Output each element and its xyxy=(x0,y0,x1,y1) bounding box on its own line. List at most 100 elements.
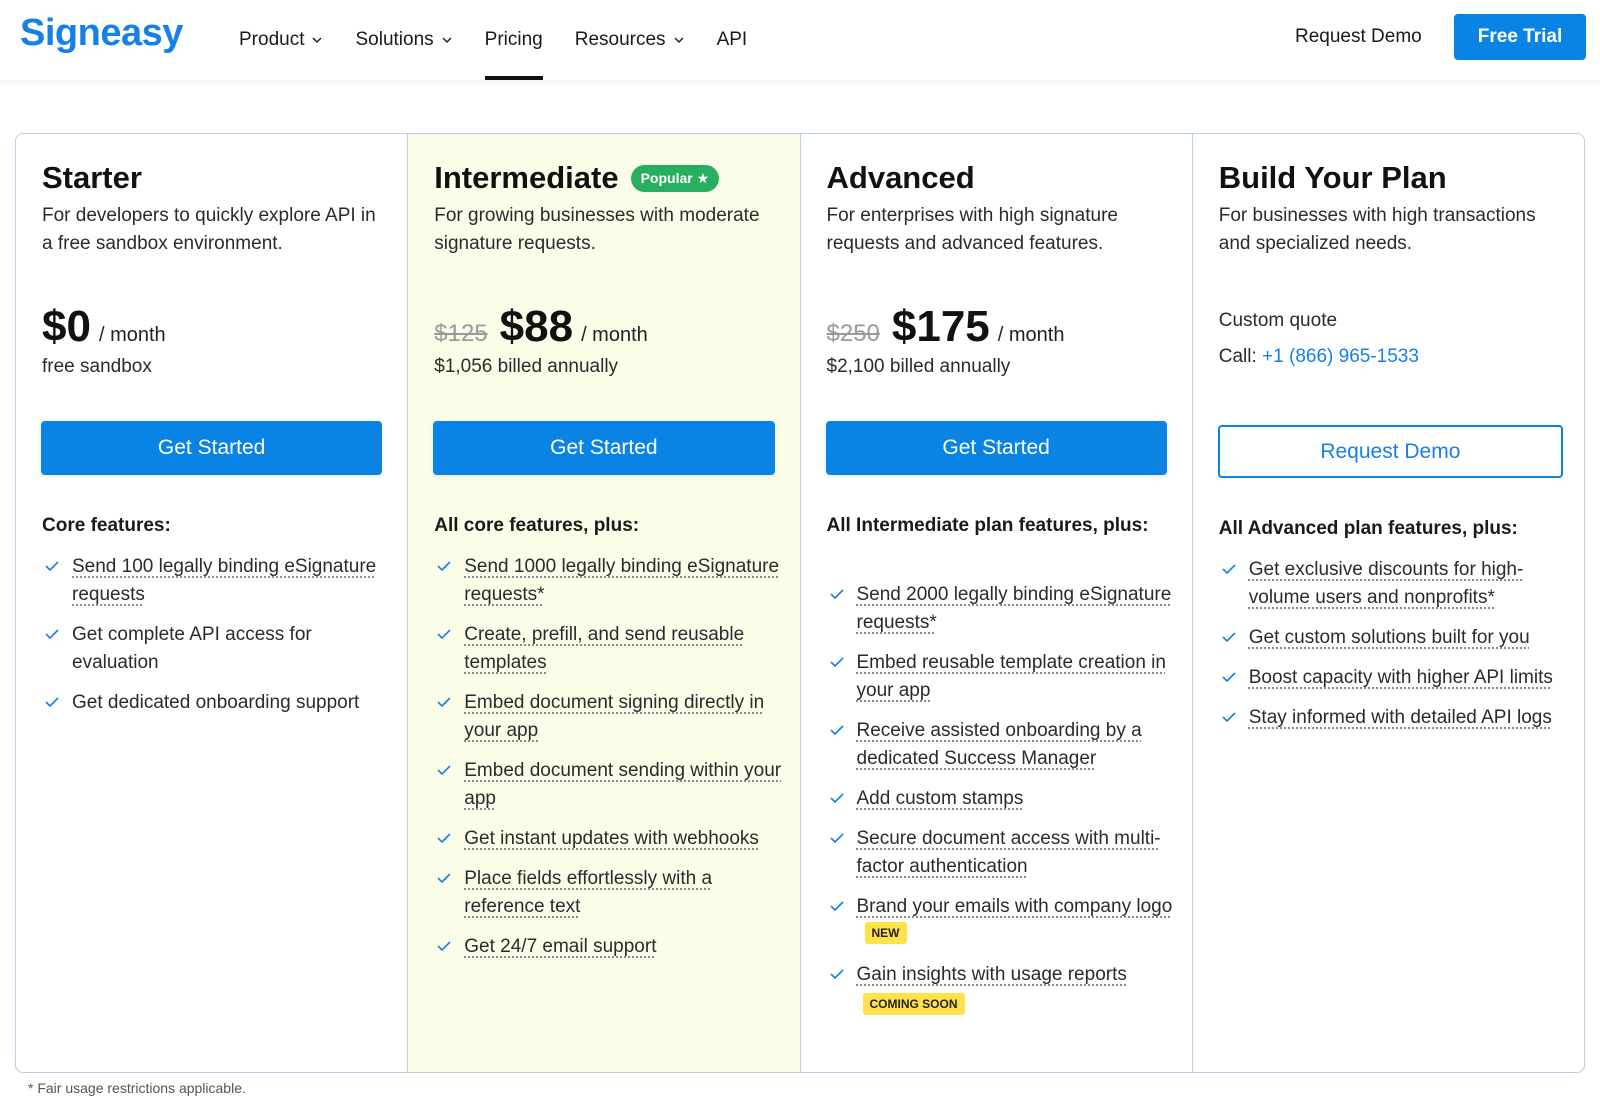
feature-item: Embed reusable template creation in your… xyxy=(827,649,1178,705)
price-row: $250 $175 / month xyxy=(827,302,1065,352)
billing-note: $2,100 billed annually xyxy=(826,356,1011,377)
feature-text[interactable]: Boost capacity with higher API limits xyxy=(1248,667,1553,688)
feature-text[interactable]: Embed reusable template creation in your… xyxy=(856,652,1166,701)
nav-api[interactable]: API xyxy=(717,0,748,80)
feature-text[interactable]: Get instant updates with webhooks xyxy=(464,828,759,849)
coming-soon-tag: COMING SOON xyxy=(862,993,965,1015)
checkmark-icon xyxy=(829,589,844,600)
feature-item: Receive assisted onboarding by a dedicat… xyxy=(827,717,1178,773)
popular-badge: Popular ★ xyxy=(630,164,720,192)
features-heading: Core features: xyxy=(42,515,171,536)
feature-item: Get exclusive discounts for high-volume … xyxy=(1219,556,1570,612)
feature-text[interactable]: Send 2000 legally binding eSignature req… xyxy=(856,584,1172,633)
feature-text[interactable]: Get 24/7 email support xyxy=(464,936,657,957)
nav-product-label: Product xyxy=(239,29,305,50)
request-demo-button[interactable]: Request Demo xyxy=(1217,425,1563,478)
checkmark-icon xyxy=(437,833,451,844)
nav-solutions[interactable]: Solutions xyxy=(355,0,452,80)
signeasy-logo[interactable]: Signeasy xyxy=(20,12,183,54)
feature-item: Brand your emails with company logo NEW xyxy=(827,893,1178,949)
feature-text[interactable]: Create, prefill, and send reusable templ… xyxy=(464,624,745,673)
plan-title: Starter xyxy=(42,160,387,196)
chevron-down-icon xyxy=(442,37,452,44)
billing-note: $1,056 billed annually xyxy=(434,356,619,377)
nav-product[interactable]: Product xyxy=(239,0,323,80)
site-header: Signeasy Product Solutions Pricing Resou… xyxy=(0,0,1600,80)
feature-text[interactable]: Gain insights with usage reports xyxy=(856,964,1127,985)
price-period: / month xyxy=(581,324,648,346)
custom-quote-label: Custom quote xyxy=(1218,310,1338,331)
feature-text[interactable]: Stay informed with detailed API logs xyxy=(1248,707,1552,728)
price-row: $125 $88 / month xyxy=(434,302,648,352)
plan-description: For growing businesses with moderate sig… xyxy=(434,205,760,254)
feature-item: Boost capacity with higher API limits xyxy=(1219,664,1570,692)
nav-pricing[interactable]: Pricing xyxy=(484,0,543,80)
checkmark-icon xyxy=(829,657,844,668)
get-started-button[interactable]: Get Started xyxy=(433,421,775,475)
original-price: $125 xyxy=(434,320,488,347)
feature-item: Get custom solutions built for you xyxy=(1219,624,1570,652)
checkmark-icon xyxy=(829,793,844,804)
features-heading: All core features, plus: xyxy=(434,515,640,536)
feature-item: Embed document signing directly in your … xyxy=(434,689,785,745)
nav-resources[interactable]: Resources xyxy=(575,0,685,80)
feature-list: Send 2000 legally binding eSignature req… xyxy=(827,581,1178,1029)
feature-text[interactable]: Receive assisted onboarding by a dedicat… xyxy=(856,720,1142,769)
feature-text[interactable]: Embed document sending within your app xyxy=(464,760,782,809)
plan-description: For businesses with high transactions an… xyxy=(1218,205,1536,254)
feature-text[interactable]: Embed document signing directly in your … xyxy=(464,692,765,741)
checkmark-icon xyxy=(437,941,451,952)
features-heading: All Advanced plan features, plus: xyxy=(1218,518,1518,539)
get-started-button[interactable]: Get Started xyxy=(825,421,1167,475)
checkmark-icon xyxy=(829,725,844,736)
checkmark-icon xyxy=(437,765,451,776)
plan-title: Advanced xyxy=(827,160,1172,196)
plan-description: For developers to quickly explore API in… xyxy=(42,205,376,254)
feature-text[interactable]: Add custom stamps xyxy=(856,788,1024,809)
checkmark-icon xyxy=(45,697,59,708)
plan-card-build-your-plan: Build Your Plan For businesses with high… xyxy=(1193,134,1584,1072)
original-price: $250 xyxy=(826,320,880,347)
checkmark-icon xyxy=(1222,632,1236,643)
feature-text[interactable]: Get custom solutions built for you xyxy=(1248,627,1530,648)
plan-title: Intermediate Popular ★ xyxy=(434,160,779,196)
call-label: Call: xyxy=(1218,346,1257,367)
free-trial-button[interactable]: Free Trial xyxy=(1454,14,1586,60)
feature-text: Get complete API access for evaluation xyxy=(72,624,312,673)
chevron-down-icon xyxy=(674,37,684,44)
feature-item: Stay informed with detailed API logs xyxy=(1219,704,1570,732)
plan-title-text: Advanced xyxy=(826,160,975,195)
feature-text[interactable]: Send 100 legally binding eSignature requ… xyxy=(72,556,377,605)
feature-text[interactable]: Place fields effortlessly with a referen… xyxy=(464,868,713,917)
plan-title-text: Build Your Plan xyxy=(1218,160,1447,195)
feature-item: Send 1000 legally binding eSignature req… xyxy=(434,553,785,609)
plan-card-starter: Starter For developers to quickly explor… xyxy=(16,134,409,1072)
feature-text[interactable]: Get exclusive discounts for high-volume … xyxy=(1248,559,1524,608)
checkmark-icon xyxy=(437,873,451,884)
feature-text[interactable]: Brand your emails with company logo xyxy=(856,896,1173,917)
feature-text[interactable]: Secure document access with multi-factor… xyxy=(856,828,1161,877)
plan-title-text: Starter xyxy=(42,160,142,195)
new-tag: NEW xyxy=(864,922,907,944)
header-request-demo-link[interactable]: Request Demo xyxy=(1295,26,1422,47)
plan-card-intermediate: Intermediate Popular ★ For growing busin… xyxy=(408,134,801,1072)
feature-text[interactable]: Send 1000 legally binding eSignature req… xyxy=(464,556,780,605)
price-period: / month xyxy=(98,324,166,346)
feature-item: Get instant updates with webhooks xyxy=(434,825,785,853)
get-started-button[interactable]: Get Started xyxy=(41,421,383,475)
checkmark-icon xyxy=(829,901,844,912)
feature-item: Get complete API access for evaluation xyxy=(42,621,393,677)
plan-card-advanced: Advanced For enterprises with high signa… xyxy=(801,134,1193,1072)
checkmark-icon xyxy=(437,629,451,640)
feature-list: Get exclusive discounts for high-volume … xyxy=(1219,556,1570,744)
plan-description: For enterprises with high signature requ… xyxy=(826,205,1118,254)
plan-title: Build Your Plan xyxy=(1219,160,1564,196)
nav-pricing-label: Pricing xyxy=(484,29,543,50)
phone-link[interactable]: +1 (866) 965-1533 xyxy=(1262,346,1419,367)
checkmark-icon xyxy=(437,697,451,708)
price-period: / month xyxy=(997,324,1065,346)
pricing-plans: Starter For developers to quickly explor… xyxy=(15,133,1585,1073)
nav-resources-label: Resources xyxy=(574,29,666,50)
checkmark-icon xyxy=(437,561,451,572)
feature-text: Get dedicated onboarding support xyxy=(72,692,360,713)
